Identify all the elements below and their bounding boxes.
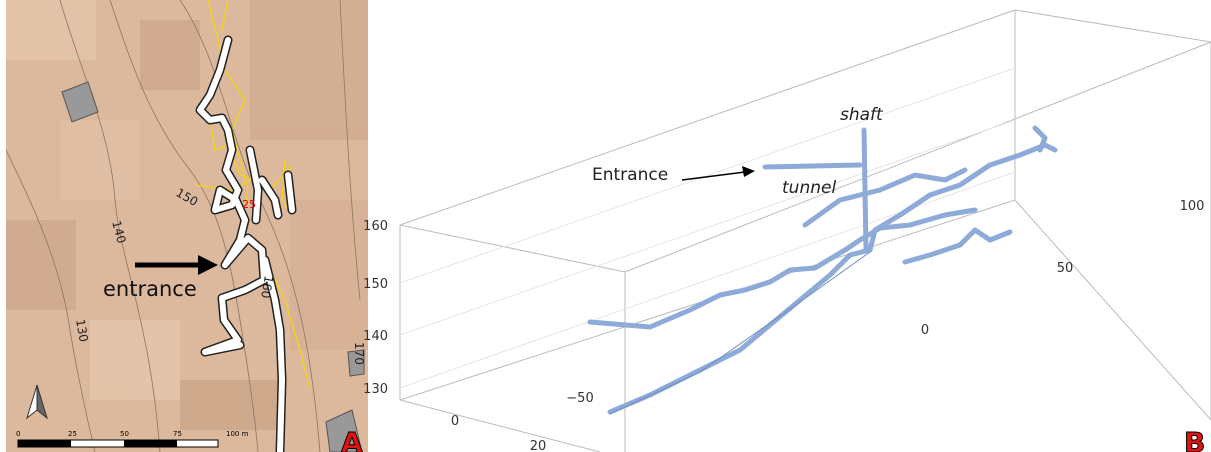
y-tick-label: 50 [1057,261,1074,276]
x-tick-label: 0 [451,414,459,429]
y-tick-label: −50 [566,391,593,406]
survey-label: 25 [242,198,256,211]
entrance-arrowhead [742,166,755,177]
scale-label: 75 [173,430,182,438]
scale-label: 25 [68,430,77,438]
model-panel: 160 150 140 130 0 20 −50 0 50 100 Entran… [363,10,1211,452]
figure: 25 150 140 130 160 170 entrance 0 25 50 … [0,0,1211,452]
bounding-box [400,10,1211,452]
entrance-label: Entrance [592,165,668,185]
entrance-label: entrance [103,277,197,301]
map-panel: 25 150 140 130 160 170 entrance 0 25 50 … [6,0,368,452]
panel-label: B [1184,426,1205,452]
z-tick-label: 150 [363,277,388,292]
z-tick-label: 160 [363,219,388,234]
y-tick-label: 100 [1180,199,1205,214]
z-tick-label: 130 [363,382,388,397]
scale-label: 50 [120,430,129,438]
panel-label: A [341,426,363,452]
y-tick-label: 0 [921,323,929,338]
shaft-label: shaft [840,105,884,125]
x-tick-label: 20 [530,439,547,452]
contour-label: 170 [352,342,366,365]
scale-label: 100 m [226,430,249,438]
z-tick-label: 140 [363,329,388,344]
tunnel-label: tunnel [782,178,836,198]
scale-label: 0 [16,430,20,438]
